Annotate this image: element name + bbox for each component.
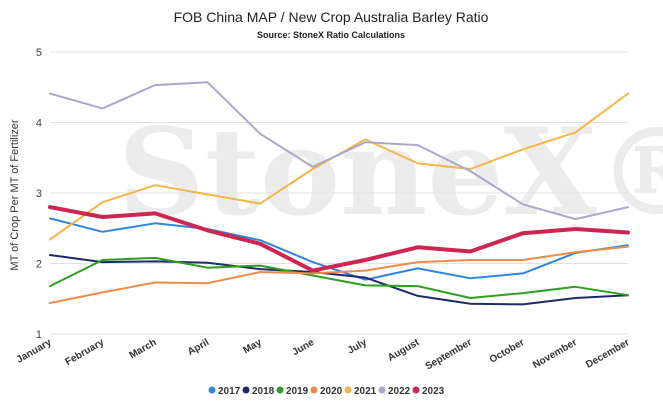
legend-label-2019: 2019	[286, 386, 309, 397]
legend-marker-2017	[208, 386, 216, 394]
watermark: StoneX®	[118, 102, 663, 243]
legend-marker-2019	[276, 386, 284, 394]
series-line-2018	[49, 254, 629, 306]
x-tick-label: February	[63, 337, 106, 368]
legend-label-2018: 2018	[252, 386, 275, 397]
series-line-2020	[49, 245, 629, 304]
x-tick-label: January	[15, 337, 54, 366]
series-line-2017	[49, 217, 629, 281]
legend-label-2020: 2020	[320, 386, 343, 397]
legend-label-2023: 2023	[422, 386, 445, 397]
legend-label-2021: 2021	[354, 386, 377, 397]
legend-label-2022: 2022	[388, 386, 411, 397]
gridlines	[50, 51, 628, 335]
series-line-2022	[49, 81, 629, 221]
series-line-2023	[48, 205, 630, 273]
x-tick-label: April	[186, 337, 211, 358]
y-tick-label: 4	[36, 118, 42, 130]
x-tick-label: August	[386, 337, 422, 364]
x-tick-label: March	[128, 337, 159, 361]
y-axis-ticks: 1 2 3 4 5	[36, 47, 42, 341]
x-tick-label: September	[424, 337, 474, 372]
y-tick-label: 5	[36, 47, 42, 59]
legend-marker-2018	[242, 386, 250, 394]
chart-title: FOB China MAP / New Crop Australia Barle…	[174, 9, 489, 25]
y-axis-label: MT of Crop Per MT of Fertilizer	[9, 119, 21, 271]
y-tick-label: 1	[36, 329, 42, 341]
x-axis-ticks: January February March April May June July Augu…	[15, 337, 632, 373]
legend-label-2017: 2017	[218, 386, 241, 397]
legend-marker-2021	[344, 386, 352, 394]
legend-marker-2023	[412, 386, 420, 394]
x-tick-label: November	[531, 337, 579, 371]
x-tick-label: December	[584, 337, 631, 371]
y-tick-label: 3	[36, 188, 42, 200]
series-lines	[48, 81, 630, 306]
legend: 2017 2018 2019 2020 2021 2022 2023	[208, 386, 445, 397]
series-line-2019	[49, 256, 629, 299]
legend-marker-2022	[378, 386, 386, 394]
legend-marker-2020	[310, 386, 318, 394]
watermark-logo: StoneX®	[118, 102, 663, 243]
x-tick-label: October	[488, 337, 527, 366]
x-tick-label: May	[241, 337, 264, 356]
y-tick-label: 2	[36, 259, 42, 271]
x-tick-label: July	[346, 337, 369, 357]
x-tick-label: June	[291, 337, 317, 358]
chart-subtitle: Source: StoneX Ratio Calculations	[257, 30, 405, 40]
